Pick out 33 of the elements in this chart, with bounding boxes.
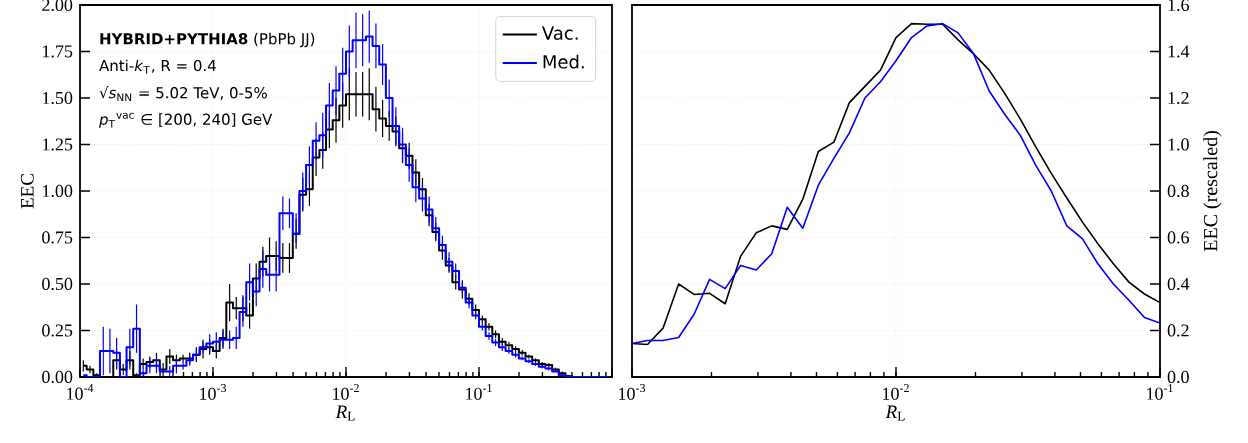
- y-tick-label: 1.25: [43, 138, 73, 151]
- y-tick-label: 1.50: [43, 91, 73, 105]
- legend-label: Vac.: [542, 26, 578, 40]
- y-tick-label: 0.25: [42, 324, 73, 337]
- x-tick-label: 10$^{-1}$: [466, 384, 492, 400]
- x-tick-label: 10$^{-2}$: [333, 384, 359, 400]
- x-axis-title: R$_{L}$: [335, 405, 355, 421]
- y2-tick-label: 0.0: [1167, 370, 1189, 384]
- x-tick-label: 10$^{-3}$: [200, 384, 227, 400]
- x-axis-title: R$_{L}$: [885, 405, 905, 421]
- y-tick-label: 0.00: [42, 370, 73, 384]
- y-tick-label: 0.75: [42, 231, 73, 244]
- y2-tick-label: 0.4: [1167, 277, 1190, 291]
- y-tick-label: 1.75: [43, 45, 73, 58]
- y2-tick-label: 0.6: [1167, 231, 1190, 244]
- y2-tick-label: 1.4: [1168, 45, 1190, 58]
- y2-tick-label: 0.2: [1167, 324, 1189, 337]
- annotation: p$_{T}$$^{vac}$ ∈ [200, 240] GeV: [98, 112, 273, 128]
- annotation: HYBRID+PYTHIA8 (PbPb JJ): [100, 32, 315, 48]
- legend-label: Med.: [543, 54, 584, 69]
- x-tick-label: 10$^{-1}$: [1147, 384, 1173, 400]
- y-axis-title: EEC: [20, 174, 34, 209]
- annotation: Anti-k$_{T}$, R = 0.4: [99, 59, 216, 74]
- y-tick-label: 1.00: [43, 184, 73, 198]
- y-tick-label: 0.50: [42, 277, 73, 291]
- annotation: √s$_{NN}$ = 5.02 TeV, 0-5%: [99, 86, 267, 102]
- y2-tick-label: 1.0: [1168, 138, 1189, 151]
- y2-axis-title: EEC (rescaled): [1203, 131, 1222, 252]
- x-tick-label: 10$^{-2}$: [883, 384, 909, 400]
- x-tick-label: 10$^{-4}$: [67, 384, 94, 400]
- y2-tick-label: 1.2: [1168, 91, 1189, 105]
- x-tick-label: 10$^{-3}$: [619, 384, 646, 400]
- y2-tick-label: 0.8: [1167, 184, 1189, 198]
